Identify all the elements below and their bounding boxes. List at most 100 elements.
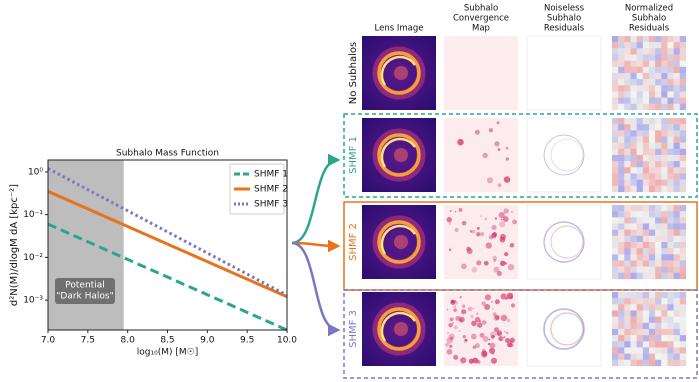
noise-cell [679, 42, 687, 49]
noise-cell [642, 205, 650, 212]
noise-cell [661, 54, 668, 61]
noise-cell [667, 91, 674, 98]
noise-cell [642, 185, 650, 193]
noise-cell [630, 173, 637, 180]
noise-cell [630, 347, 637, 354]
subhalo [490, 300, 494, 304]
noise-cell [612, 359, 619, 367]
x-axis-label: log₁₀(M) [M☉] [137, 348, 198, 358]
noise-cell [636, 335, 643, 342]
noise-cell [667, 335, 674, 342]
lens-arc [380, 224, 417, 255]
noise-cell [661, 36, 668, 43]
noise-cell [624, 235, 631, 243]
subhalo [505, 297, 509, 300]
noise-cell [642, 42, 650, 49]
noise-cell [624, 316, 631, 323]
subhalo [512, 219, 517, 225]
noise-cell [630, 211, 637, 218]
noise-cell [636, 310, 643, 317]
subhalo [466, 248, 473, 255]
noise-cell [648, 91, 656, 98]
noise-cell [655, 79, 662, 86]
noise-cell [642, 310, 650, 317]
noise-cell [655, 211, 662, 218]
noise-cell [679, 60, 687, 67]
noise-cell [630, 85, 637, 92]
noise-cell [618, 223, 625, 230]
noise-cell [618, 91, 625, 98]
residual-ring [543, 134, 585, 176]
lens-halo [372, 215, 426, 269]
noise-cell [673, 316, 680, 323]
subhalo [496, 121, 500, 125]
noise-cell [636, 97, 643, 104]
noise-cell [612, 347, 619, 354]
noise-cell [648, 359, 656, 367]
noiseless-residual [526, 291, 602, 367]
noise-cell [679, 248, 687, 255]
noise-cell [636, 347, 643, 354]
noise-cell [673, 248, 680, 255]
noise-cell [624, 42, 631, 49]
subhalo [476, 260, 482, 266]
noise-cell [636, 341, 643, 348]
noise-cell [618, 266, 625, 273]
subhalo [510, 296, 513, 299]
noise-cell [667, 260, 674, 267]
noise-cell [679, 36, 687, 43]
noise-cell [667, 272, 674, 280]
noise-cell [630, 217, 637, 224]
noise-cell [661, 161, 668, 168]
noise-cell [630, 54, 637, 61]
subhalo [474, 129, 480, 135]
subhalo [448, 222, 452, 226]
noise-cell [679, 322, 687, 330]
noise-cell [618, 298, 625, 305]
noise-cell [636, 272, 643, 280]
subhalo [504, 252, 509, 257]
noise-cell [661, 124, 668, 131]
noise-cell [630, 359, 637, 367]
noise-cell [648, 205, 656, 212]
subhalo [503, 336, 506, 339]
noise-cell [667, 322, 674, 330]
noise-cell [673, 142, 680, 149]
subhalo [491, 224, 497, 230]
noise-cell [636, 205, 643, 212]
noise-cell [655, 241, 662, 249]
noise-cell [630, 304, 637, 311]
noise-cell [612, 130, 619, 137]
subhalo [476, 226, 480, 230]
noise-cell [655, 97, 662, 104]
noise-cell [630, 130, 637, 137]
subhalo [493, 258, 497, 263]
noise-cell [624, 136, 631, 143]
noise-cell [648, 316, 656, 323]
noise-cell [618, 185, 625, 193]
noise-cell [624, 124, 631, 131]
noise-cell [655, 142, 662, 149]
subhalo [502, 216, 509, 222]
series-line [47, 222, 288, 332]
subhalo [488, 338, 491, 341]
noise-cell [673, 347, 680, 354]
subhalo [471, 229, 476, 234]
noise-cell [612, 142, 619, 149]
noise-cell [630, 260, 637, 267]
subhalo [504, 330, 506, 333]
noise-cell [630, 42, 637, 49]
noise-cell [636, 229, 643, 236]
noise-cell [630, 185, 637, 193]
noise-cell [642, 136, 650, 143]
noise-cell [642, 328, 650, 336]
noise-cell [636, 185, 643, 193]
noise-cell [655, 310, 662, 317]
noise-cell [612, 229, 619, 236]
subhalo [484, 304, 491, 311]
subhalo [461, 220, 467, 226]
noise-cell [630, 292, 637, 299]
noise-cell [648, 36, 656, 43]
noise-cell [636, 91, 643, 98]
noise-cell [667, 254, 674, 261]
